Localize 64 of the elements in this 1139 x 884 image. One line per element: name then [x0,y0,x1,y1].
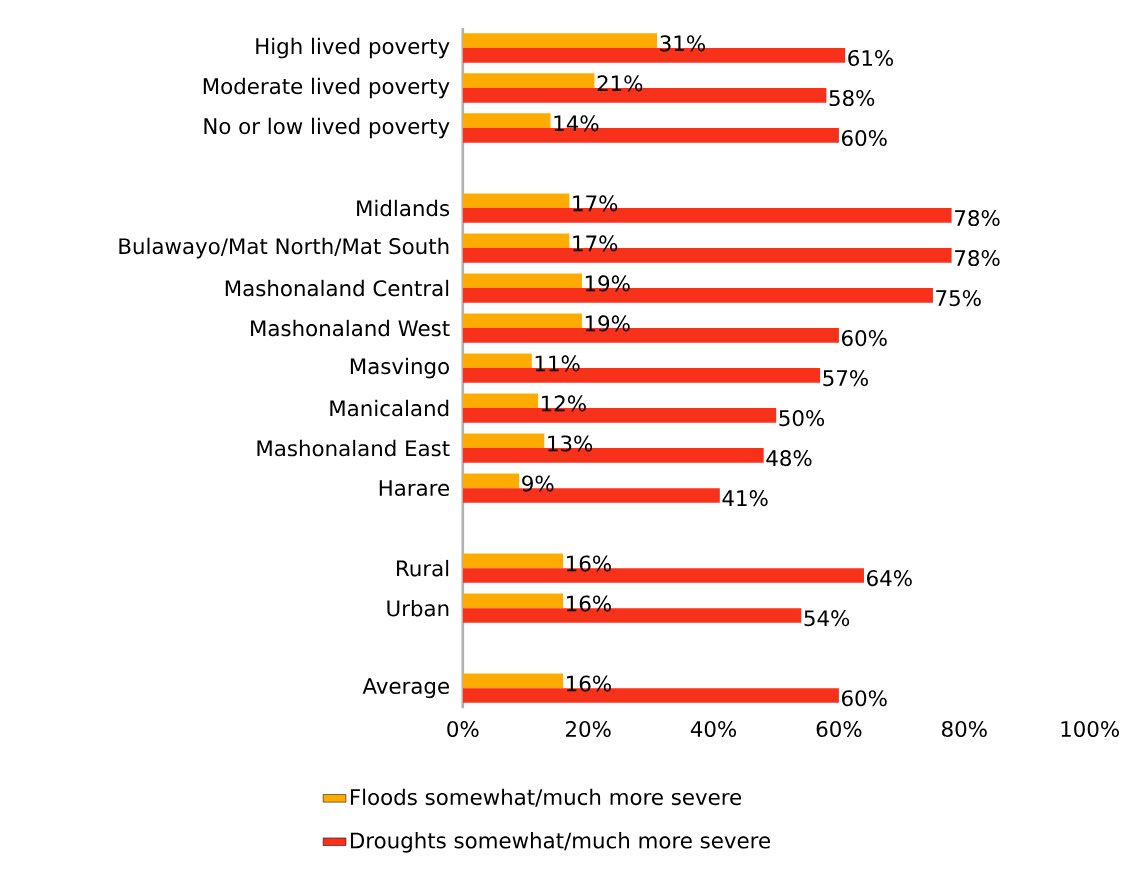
data-label: 19% [585,315,630,332]
bar [462,273,582,288]
data-label: 60% [842,690,887,707]
y-tick-label: Mashonaland East [257,439,450,457]
data-label: 60% [842,329,887,347]
x-tick-label: 80% [942,720,987,737]
bar [462,33,658,48]
data-label: 64% [867,569,912,587]
data-label: 19% [585,275,630,292]
bar [462,113,551,128]
data-label: 50% [779,409,825,427]
data-label: 16% [567,555,611,572]
y-tick-label: Harare [379,480,449,496]
y-tick-label: Urban [387,599,449,617]
bar [462,353,532,368]
y-tick-label: Masvingo [350,357,449,379]
bar [462,73,595,88]
data-label: 54% [804,609,850,627]
data-label: 41% [722,489,768,507]
data-label: 16% [567,595,611,612]
y-tick-label: Manicaland [330,399,449,417]
y-tick-label: Bulawayo/Mat North/Mat South [119,237,449,259]
data-label: 78% [955,249,1000,266]
data-label: 21% [597,75,643,92]
x-tick-label: 0% [447,720,479,737]
bar [462,553,564,569]
bar [462,193,570,208]
x-tick-label: 60% [816,720,862,737]
y-tick-label: Mashonaland Central [225,279,449,297]
y-tick-label: No or low lived poverty [204,117,450,139]
data-label: 78% [955,209,1000,226]
data-label: 11% [535,355,580,372]
x-tick-label: 100% [1061,720,1119,737]
data-label: 48% [766,449,812,467]
data-label: 60% [842,129,887,146]
bar [462,313,582,328]
bar [462,673,564,689]
data-label: 12% [541,395,586,412]
data-label: 17% [573,235,618,252]
y-tick-label: Average [362,678,449,699]
bar [462,393,539,408]
x-tick-label: 20% [566,720,611,737]
data-label: 58% [829,89,875,106]
data-label: 31% [660,35,705,52]
data-label: 13% [548,435,593,452]
bar [462,473,520,489]
legend-label: Floods somewhat/much more severe [350,788,742,807]
x-tick-label: 40% [690,720,737,737]
data-label: 75% [936,289,981,307]
data-label: 16% [567,675,611,692]
data-label: 17% [573,195,618,212]
y-tick-label: Rural [397,559,449,577]
data-label: 14% [554,115,599,132]
bar [462,433,545,448]
y-tick-label: Mashonaland West [251,319,450,337]
data-label: 57% [823,369,868,387]
y-tick-label: Moderate lived poverty [203,77,450,99]
data-label: 9% [522,475,554,492]
data-label: 61% [848,49,894,66]
y-tick-label: Midlands [357,199,450,217]
bar [462,593,564,609]
bar [462,233,570,248]
legend-label: Droughts somewhat/much more severe [350,831,770,853]
y-tick-label: High lived poverty [256,37,450,59]
